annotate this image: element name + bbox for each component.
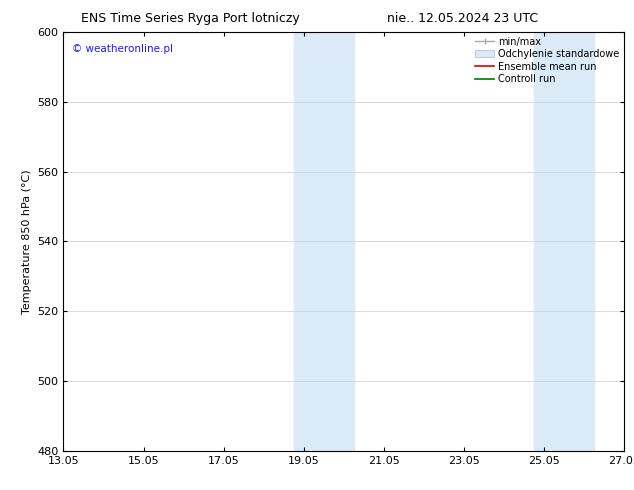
Text: ENS Time Series Ryga Port lotniczy: ENS Time Series Ryga Port lotniczy: [81, 12, 300, 25]
Bar: [294, 32, 354, 451]
Text: © weatheronline.pl: © weatheronline.pl: [72, 45, 173, 54]
Legend: min/max, Odchylenie standardowe, Ensemble mean run, Controll run: min/max, Odchylenie standardowe, Ensembl…: [473, 35, 621, 86]
Bar: [534, 32, 595, 451]
Y-axis label: Temperature 850 hPa (°C): Temperature 850 hPa (°C): [22, 169, 32, 314]
Text: nie.. 12.05.2024 23 UTC: nie.. 12.05.2024 23 UTC: [387, 12, 538, 25]
